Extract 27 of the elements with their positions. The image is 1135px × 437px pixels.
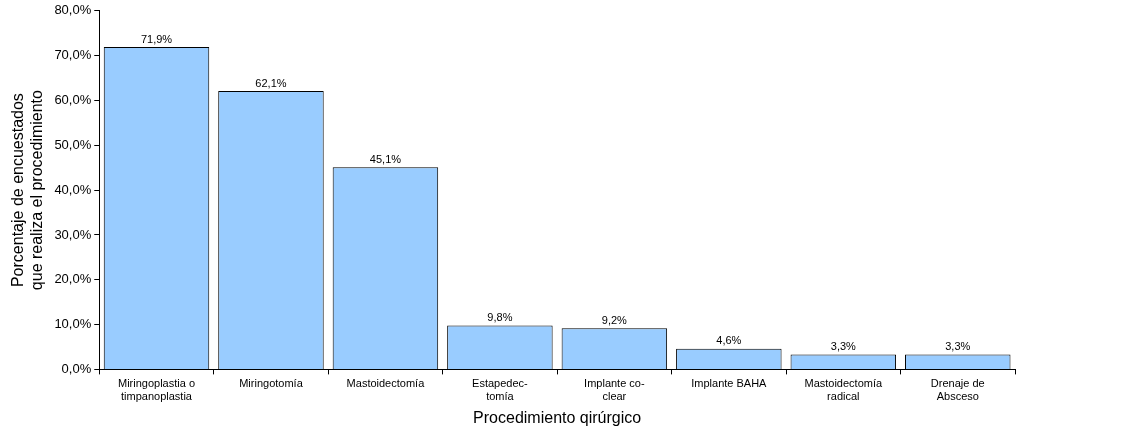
y-tick-label: 60,0%: [54, 92, 92, 108]
y-tick-label: 10,0%: [54, 316, 92, 332]
y-tick-label: 50,0%: [54, 136, 92, 152]
data-label: 9,2%: [601, 313, 628, 326]
y-tick-label: 70,0%: [54, 47, 92, 63]
x-axis-title: Procedimiento qirúrgico: [473, 408, 642, 426]
y-tick-label: 0,0%: [61, 360, 92, 376]
data-label: 62,1%: [255, 76, 287, 89]
data-label: 3,3%: [830, 340, 857, 353]
data-label: 3,3%: [945, 340, 971, 353]
y-tick-label: 20,0%: [54, 271, 92, 287]
data-label: 4,6%: [716, 334, 742, 347]
x-tick-label: Implante BAHA: [691, 377, 768, 390]
data-label: 9,8%: [487, 311, 513, 323]
data-label: 45,1%: [369, 152, 402, 165]
x-tick-label: Miringoplastia o timpanoplastia: [117, 377, 196, 403]
data-label: 71,9%: [140, 32, 173, 45]
y-tick-label: 40,0%: [54, 181, 92, 197]
y-tick-label: 30,0%: [54, 226, 92, 242]
x-tick-label: Implante co- clear: [584, 377, 645, 403]
x-tick-label: Mastoidectomía radical: [804, 377, 883, 403]
x-tick-label: Mastoidectomía: [346, 377, 426, 390]
y-axis-title: Porcentaje de encuestados que realiza el procedimiento: [9, 89, 46, 291]
x-tick-label: Estapedec- tomía: [472, 377, 529, 403]
y-tick-label: 80,0%: [54, 2, 92, 18]
x-tick-label: Drenaje de Absceso: [930, 377, 985, 403]
x-tick-label: Miringotomía: [239, 377, 304, 390]
